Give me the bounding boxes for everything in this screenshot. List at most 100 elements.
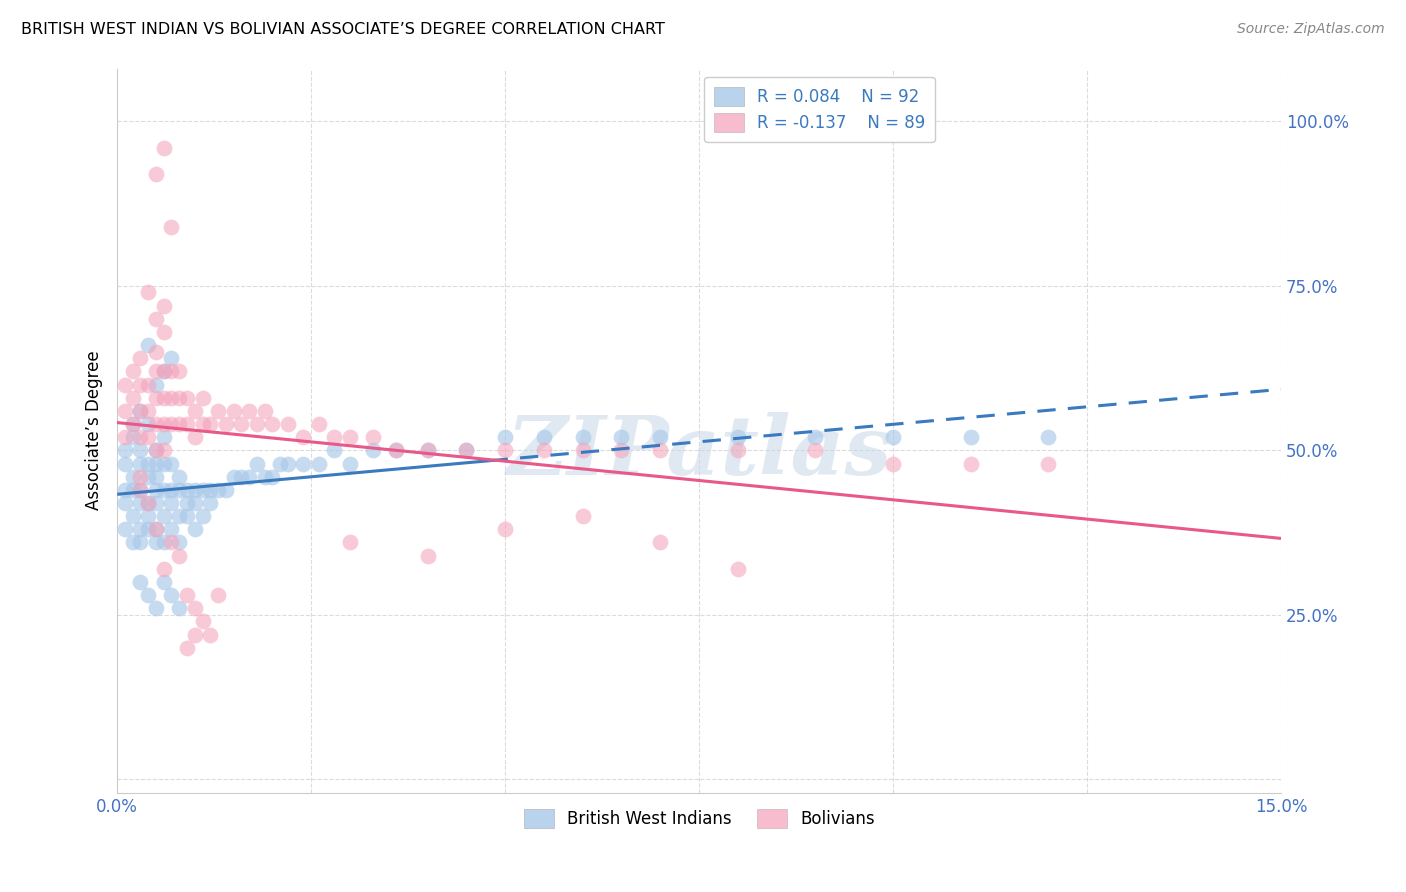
- Point: [152, 298, 174, 312]
- Point: [145, 522, 167, 536]
- Point: [145, 377, 167, 392]
- Point: [200, 483, 222, 497]
- Legend: British West Indians, Bolivians: British West Indians, Bolivians: [517, 803, 882, 835]
- Point: [207, 588, 229, 602]
- Point: [253, 404, 276, 418]
- Point: [136, 496, 159, 510]
- Point: [959, 457, 981, 471]
- Point: [129, 404, 152, 418]
- Point: [361, 443, 384, 458]
- Point: [160, 351, 183, 366]
- Point: [610, 443, 633, 458]
- Point: [121, 417, 143, 431]
- Point: [129, 457, 152, 471]
- Y-axis label: Associate’s Degree: Associate’s Degree: [86, 351, 103, 510]
- Point: [191, 509, 214, 524]
- Point: [152, 574, 174, 589]
- Point: [121, 430, 143, 444]
- Point: [145, 364, 167, 378]
- Point: [136, 496, 159, 510]
- Point: [114, 404, 136, 418]
- Point: [136, 377, 159, 392]
- Point: [129, 430, 152, 444]
- Point: [727, 443, 749, 458]
- Point: [323, 430, 346, 444]
- Point: [882, 457, 904, 471]
- Point: [200, 628, 222, 642]
- Point: [650, 430, 672, 444]
- Point: [269, 457, 291, 471]
- Point: [231, 469, 253, 483]
- Point: [385, 443, 408, 458]
- Point: [145, 469, 167, 483]
- Point: [121, 535, 143, 549]
- Point: [308, 457, 330, 471]
- Point: [176, 391, 198, 405]
- Point: [152, 457, 174, 471]
- Point: [152, 562, 174, 576]
- Point: [323, 443, 346, 458]
- Point: [136, 338, 159, 352]
- Point: [167, 601, 190, 615]
- Point: [200, 417, 222, 431]
- Point: [238, 404, 260, 418]
- Point: [184, 601, 207, 615]
- Point: [167, 549, 190, 563]
- Point: [114, 443, 136, 458]
- Point: [494, 443, 516, 458]
- Point: [136, 522, 159, 536]
- Point: [650, 535, 672, 549]
- Point: [882, 430, 904, 444]
- Point: [176, 496, 198, 510]
- Point: [152, 417, 174, 431]
- Point: [129, 574, 152, 589]
- Point: [145, 391, 167, 405]
- Point: [650, 443, 672, 458]
- Point: [571, 430, 593, 444]
- Text: BRITISH WEST INDIAN VS BOLIVIAN ASSOCIATE’S DEGREE CORRELATION CHART: BRITISH WEST INDIAN VS BOLIVIAN ASSOCIAT…: [21, 22, 665, 37]
- Point: [1038, 457, 1060, 471]
- Point: [114, 457, 136, 471]
- Point: [152, 364, 174, 378]
- Point: [136, 509, 159, 524]
- Point: [145, 443, 167, 458]
- Point: [184, 522, 207, 536]
- Point: [238, 469, 260, 483]
- Point: [277, 417, 299, 431]
- Point: [129, 535, 152, 549]
- Point: [114, 430, 136, 444]
- Point: [533, 430, 555, 444]
- Point: [416, 443, 439, 458]
- Point: [136, 285, 159, 300]
- Point: [145, 167, 167, 181]
- Point: [145, 535, 167, 549]
- Point: [160, 483, 183, 497]
- Point: [145, 601, 167, 615]
- Point: [152, 535, 174, 549]
- Point: [191, 615, 214, 629]
- Point: [167, 417, 190, 431]
- Point: [129, 483, 152, 497]
- Point: [136, 469, 159, 483]
- Point: [160, 588, 183, 602]
- Point: [152, 364, 174, 378]
- Point: [727, 562, 749, 576]
- Point: [184, 496, 207, 510]
- Point: [167, 469, 190, 483]
- Point: [262, 417, 284, 431]
- Point: [246, 457, 269, 471]
- Point: [494, 430, 516, 444]
- Point: [308, 417, 330, 431]
- Point: [277, 457, 299, 471]
- Point: [121, 509, 143, 524]
- Point: [129, 469, 152, 483]
- Point: [167, 391, 190, 405]
- Point: [160, 535, 183, 549]
- Point: [114, 522, 136, 536]
- Point: [385, 443, 408, 458]
- Point: [1038, 430, 1060, 444]
- Point: [121, 469, 143, 483]
- Point: [207, 483, 229, 497]
- Point: [114, 377, 136, 392]
- Point: [167, 535, 190, 549]
